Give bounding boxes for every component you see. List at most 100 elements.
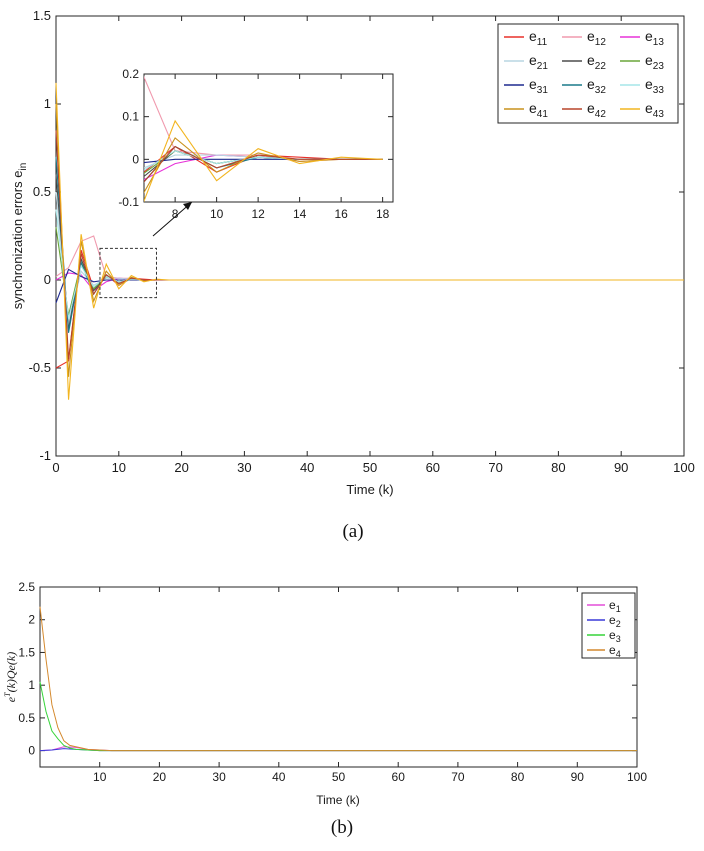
series-line-e43 [55,82,684,400]
chart-panel-a: 0 10 20 30 40 50 60 70 80 90 100-1-0.500.511.5 Tim… [10,8,695,542]
legend-entry: e11 [529,28,548,48]
legend-base: e [645,28,653,44]
legend-entry: e31 [529,76,548,96]
legend-entry: e33 [645,76,664,96]
legend-sub: 22 [595,61,607,72]
legend-base: e [529,52,537,68]
x-tick-label: 20 [174,460,188,475]
legend-entry: e32 [587,76,606,96]
x-tick-label: 80 [551,460,565,475]
legend-sub: 4 [616,649,621,659]
legend-sub: 32 [595,85,607,96]
legend-entry: e23 [645,52,664,72]
legend-entry: e2 [609,613,621,629]
series-line-e43 [144,119,383,202]
legend-sub: 31 [537,85,549,96]
legend-entry: e42 [587,100,606,120]
x-tick-label: 100 [673,460,695,475]
x-tick-label: 20 [153,770,167,784]
y-axis-label-main: synchronization errors e [10,171,25,310]
legend-box-b [581,592,636,659]
legend-sub: 1 [616,604,621,614]
legend-base: e [587,28,595,44]
legend-base: e [529,100,537,116]
legend-sub: 12 [595,37,607,48]
x-tick-label: 70 [488,460,502,475]
legend-sub: 13 [653,37,665,48]
panel-label-a: (a) [342,521,363,542]
x-tick-label: 40 [272,770,286,784]
legend-base: e [609,643,616,657]
x-tick-label: 100 [627,770,647,784]
legend-entry: e12 [587,28,606,48]
y-tick-label: 0.5 [18,711,35,725]
y-tick-label: 0 [28,744,35,758]
panel-label-b: (b) [331,817,353,838]
legend-sub: 41 [537,109,549,120]
x-tick-label: 10 [93,770,107,784]
series-lines-b [39,606,637,752]
inset-plot-area [143,73,394,203]
legend-box-a [497,23,679,124]
inset-series-lines [144,75,383,202]
inset-axis-ticks: 8 10 12 14 16 18 -0.1 0 0.1 0.2 [118,67,393,221]
y-tick-label: 1.5 [33,8,51,23]
legend-entry: e41 [529,100,548,120]
legend-sub: 3 [616,634,621,644]
legend-base: e [645,52,653,68]
legend-base: e [609,613,616,627]
y-tick-label: 0.1 [122,110,139,124]
x-axis-label-a: Time (k) [346,482,393,497]
x-tick-label: 0 [52,460,59,475]
y-tick-label: 2 [28,613,35,627]
legend-sub: 11 [537,37,548,48]
legend-sub: 43 [653,109,665,120]
y-tick-label: 0 [44,272,51,287]
x-tick-label: 80 [511,770,525,784]
axis-ticks-b: 10 20 30 40 50 60 70 80 90 100 0 0.5 1 1.5 2 2.5 [18,580,647,784]
x-tick-label: 18 [376,207,390,221]
x-tick-label: 10 [210,207,224,221]
y-tick-label: 0.2 [122,67,139,81]
legend-sub: 42 [595,109,607,120]
x-tick-label: 60 [392,770,406,784]
legend-sub: 2 [616,619,621,629]
legend-base: e [609,628,616,642]
zoom-box [99,247,157,299]
x-axis-label-b: Time (k) [316,793,360,807]
legend-entry: e1 [609,598,621,614]
series-line-e4 [39,606,637,752]
y-tick-label: 2.5 [18,580,35,594]
y-tick-label: 1 [44,96,51,111]
legend-sub: 23 [653,61,665,72]
y-tick-label: -0.1 [118,195,139,209]
y-axis-label-a: synchronization errors ein [10,163,29,310]
legend-base: e [529,28,537,44]
x-tick-label: 14 [293,207,307,221]
y-tick-label: 0 [132,152,139,166]
legend-base: e [529,76,537,92]
axis-ticks-a: 0 10 20 30 40 50 60 70 80 90 100-1-0.500.511.5 [29,8,695,475]
x-tick-label: 30 [237,460,251,475]
y-tick-label: -0.5 [29,360,51,375]
legend-sub: 21 [537,61,549,72]
series-line-e42 [144,145,383,183]
y-tick-label: -1 [39,448,51,463]
x-tick-label: 60 [426,460,440,475]
legend-entry: e22 [587,52,606,72]
legend-base: e [645,100,653,116]
x-tick-label: 10 [112,460,126,475]
x-tick-label: 50 [363,460,377,475]
zoom-arrow [152,201,193,237]
inset-chart: 8 10 12 14 16 18 -0.1 0 0.1 0.2 [118,67,394,221]
x-tick-label: 30 [212,770,226,784]
legend-entry: e21 [529,52,548,72]
plot-area-b [39,586,638,768]
legend-entry: e3 [609,628,621,644]
x-tick-label: 90 [614,460,628,475]
y-tick-label: 1 [28,678,35,692]
x-tick-label: 40 [300,460,314,475]
